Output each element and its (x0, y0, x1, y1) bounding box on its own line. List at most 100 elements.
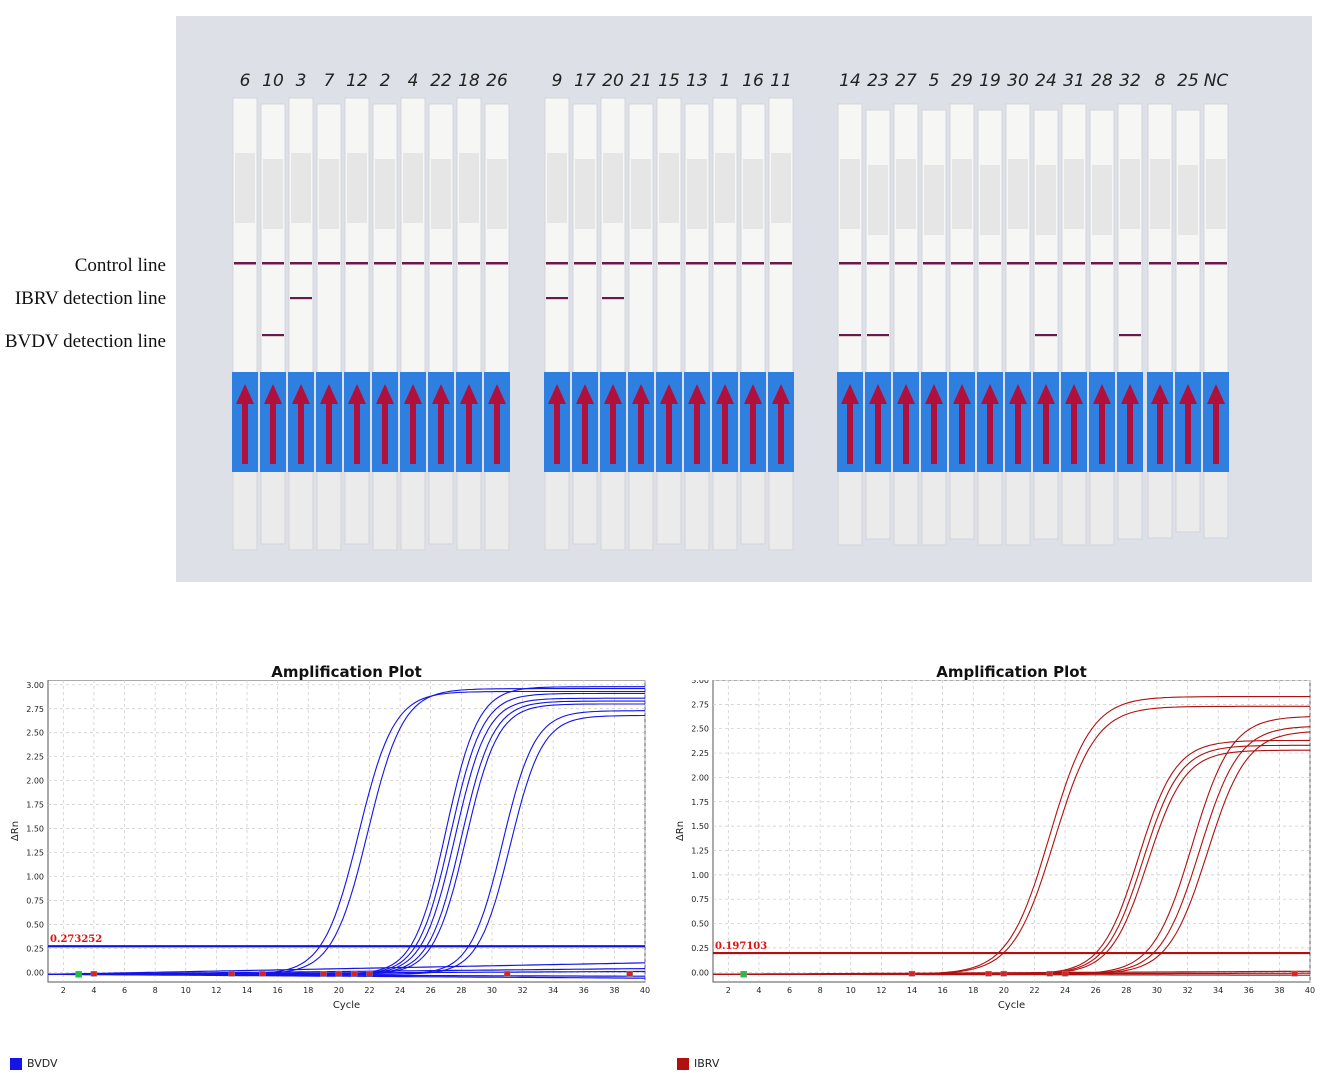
control-line (1119, 262, 1141, 265)
x-tick-label: 24 (1060, 986, 1070, 995)
arrow-shaft (1015, 402, 1021, 464)
test-strip: NC (1203, 71, 1229, 539)
arrow-shaft (778, 402, 784, 464)
test-strip: 18 (456, 71, 482, 551)
test-strip: 24 (1033, 71, 1059, 540)
strip-number: 18 (458, 71, 480, 91)
absorbent-shade (235, 153, 255, 223)
strip-number: 29 (951, 71, 973, 91)
strip-number: 13 (686, 71, 708, 91)
x-tick-label: 38 (1274, 986, 1284, 995)
strip-number: 2 (380, 71, 391, 91)
control-line (714, 262, 736, 265)
plot-area (47, 680, 646, 983)
absorbent-shade (659, 153, 679, 223)
x-tick-label: 6 (122, 986, 127, 995)
arrow-shaft (326, 402, 332, 464)
x-tick-label: 6 (787, 986, 792, 995)
plot-area (712, 680, 1311, 983)
x-tick-label: 32 (1182, 986, 1192, 995)
cq-marker (228, 971, 235, 977)
sample-pad (768, 469, 794, 551)
x-tick-label: 8 (818, 986, 823, 995)
arrow-head (404, 384, 422, 404)
arrow-head (488, 384, 506, 404)
x-tick-label: 40 (640, 986, 650, 995)
test-strip: 11 (768, 71, 794, 551)
arrow-shaft (638, 402, 644, 464)
sample-pad (684, 469, 710, 551)
control-line (234, 262, 256, 265)
absorbent-shade (924, 165, 944, 235)
y-tick-label: 1.75 (691, 798, 709, 807)
arrow-shaft (750, 402, 756, 464)
ibrv-legend: IBRV (677, 1057, 719, 1070)
y-tick-label: 0.00 (691, 968, 709, 977)
y-tick-label: 2.50 (691, 725, 709, 734)
control-line (1063, 262, 1085, 265)
y-tick-label: 1.00 (691, 871, 709, 880)
test-strip: 19 (977, 71, 1003, 546)
arrow-shaft (875, 402, 881, 464)
cq-marker (259, 971, 266, 977)
arrow-head (1151, 384, 1169, 404)
absorbent-shade (603, 153, 623, 223)
strip-number: 21 (630, 71, 652, 91)
y-axis-label: ΔRn (675, 821, 686, 841)
cq-marker (320, 971, 327, 977)
x-tick-label: 10 (181, 986, 191, 995)
absorbent-shade (575, 159, 595, 229)
control-line (430, 262, 452, 265)
cq-marker (350, 971, 358, 977)
test-strip: 16 (740, 71, 766, 545)
x-tick-label: 22 (364, 986, 374, 995)
control-line (1007, 262, 1029, 265)
strip-number: 25 (1177, 71, 1199, 91)
sample-pad (837, 469, 863, 546)
control-line (486, 262, 508, 265)
control-line (546, 262, 568, 265)
test-strip: 32 (1117, 71, 1143, 540)
bvdv-detection-line-label: BVDV detection line (4, 331, 166, 352)
y-axis-label: ΔRn (10, 821, 21, 841)
strip-number: 28 (1091, 71, 1113, 91)
y-tick-label: 1.50 (691, 822, 709, 831)
bvdv-line (1119, 334, 1141, 337)
x-tick-label: 38 (609, 986, 619, 995)
sample-pad (656, 469, 682, 545)
cq-marker (985, 970, 992, 977)
control-line (318, 262, 340, 265)
control-line (346, 262, 368, 265)
control-line (402, 262, 424, 265)
grid (713, 680, 1311, 982)
x-tick-label: 12 (211, 986, 221, 995)
sample-pad (428, 469, 454, 545)
x-tick-label: 2 (726, 986, 731, 995)
arrow-shaft (582, 402, 588, 464)
y-tick-label: 1.75 (26, 801, 44, 810)
test-strip: 15 (656, 71, 682, 545)
y-tick-label: 2.25 (691, 749, 709, 758)
strip-number: NC (1204, 71, 1229, 91)
ibrv-plot-title: Amplification Plot (936, 663, 1087, 681)
arrow-shaft (931, 402, 937, 464)
sample-pad (1203, 469, 1229, 539)
sample-pad (1147, 469, 1173, 539)
control-line (458, 262, 480, 265)
arrow-head (925, 384, 943, 404)
absorbent-shade (771, 153, 791, 223)
test-strip: 10 (260, 71, 286, 545)
absorbent-shade (347, 153, 367, 223)
ibrv-amplification-plot: 2 4 6 8 10 12 14 16 18 20 22 24 26 28 30 32 34 36 38 400.00… (675, 680, 1315, 1011)
arrow-head (376, 384, 394, 404)
absorbent-shade (291, 153, 311, 223)
arrow-head (744, 384, 762, 404)
arrow-head (1009, 384, 1027, 404)
strip-number: 10 (262, 71, 284, 91)
test-strip: 26 (484, 71, 510, 551)
test-strip: 14 (837, 71, 863, 546)
x-tick-label: 34 (548, 986, 558, 995)
x-tick-label: 2 (61, 986, 66, 995)
arrow-head (432, 384, 450, 404)
test-strip: 12 (344, 71, 370, 545)
